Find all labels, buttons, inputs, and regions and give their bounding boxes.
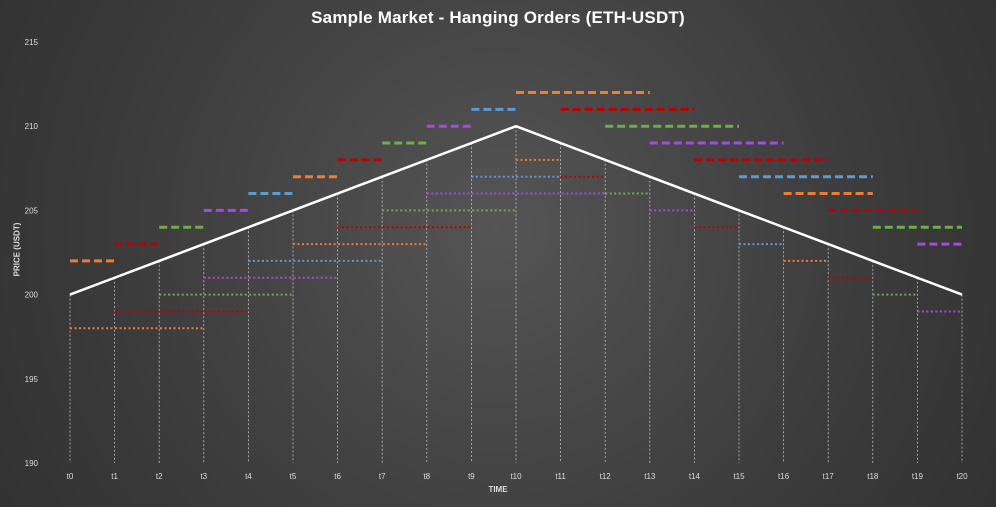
x-tick-label: t20 bbox=[956, 472, 968, 481]
price-line bbox=[69, 124, 963, 296]
x-tick-label: t9 bbox=[468, 472, 475, 481]
x-tick-label: t16 bbox=[778, 472, 790, 481]
x-tick-label: t4 bbox=[245, 472, 252, 481]
x-tick-label: t13 bbox=[644, 472, 656, 481]
y-tick-label: 205 bbox=[25, 206, 39, 215]
x-axis-label: TIME bbox=[488, 485, 508, 494]
y-tick-label: 215 bbox=[25, 38, 39, 47]
x-tick-label: t18 bbox=[867, 472, 879, 481]
x-tick-label: t19 bbox=[912, 472, 924, 481]
chart-title: Sample Market - Hanging Orders (ETH-USDT… bbox=[311, 8, 685, 27]
x-tick-label: t10 bbox=[510, 472, 522, 481]
x-tick-label: t12 bbox=[600, 472, 612, 481]
x-tick-label: t15 bbox=[733, 472, 745, 481]
y-tick-label: 195 bbox=[25, 375, 39, 384]
x-tick-label: t11 bbox=[555, 472, 566, 481]
x-tick-label: t5 bbox=[290, 472, 297, 481]
y-tick-label: 190 bbox=[25, 459, 39, 468]
y-tick-label: 210 bbox=[25, 122, 39, 131]
x-tick-label: t14 bbox=[689, 472, 701, 481]
x-tick-label: t2 bbox=[156, 472, 163, 481]
x-tick-label: t0 bbox=[67, 472, 74, 481]
x-tick-label: t3 bbox=[200, 472, 207, 481]
x-tick-label: t6 bbox=[334, 472, 341, 481]
x-tick-label: t17 bbox=[823, 472, 835, 481]
y-tick-label: 200 bbox=[25, 291, 39, 300]
x-tick-label: t7 bbox=[379, 472, 386, 481]
x-tick-label: t8 bbox=[423, 472, 430, 481]
x-tick-label: t1 bbox=[111, 472, 118, 481]
